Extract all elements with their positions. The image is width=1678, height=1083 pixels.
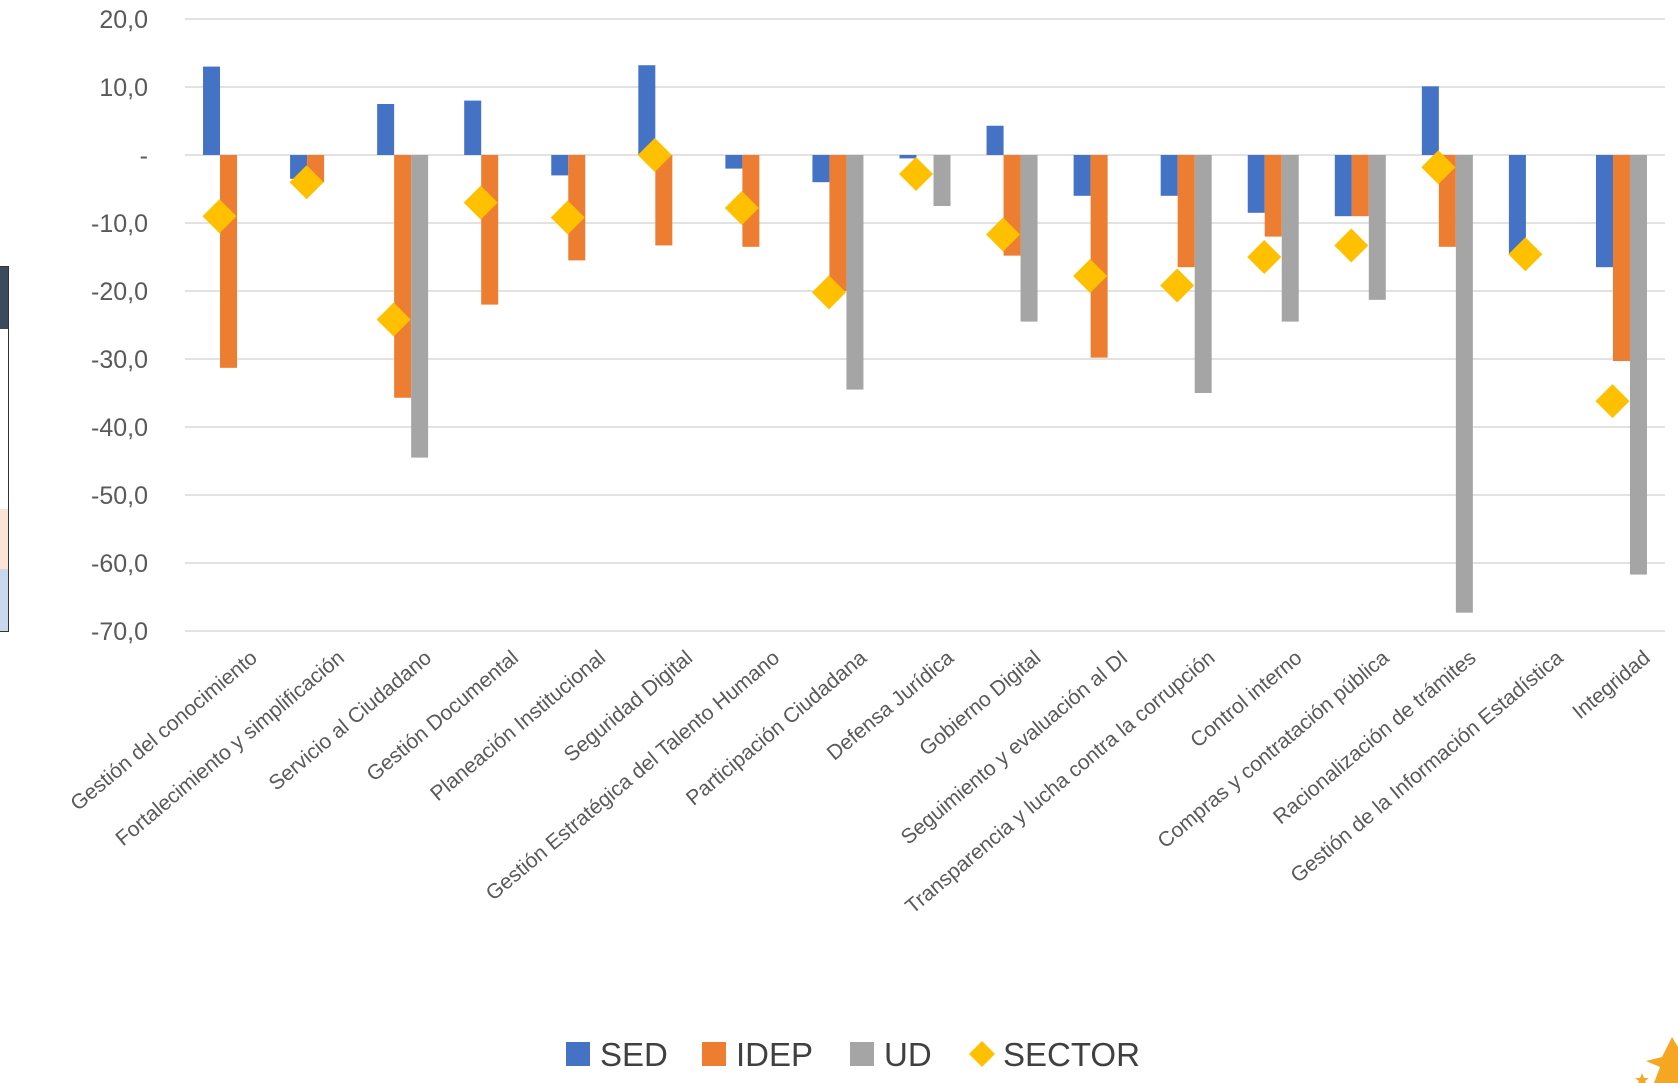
bar-idep [1351, 155, 1369, 217]
marker-sector [1595, 384, 1630, 419]
marker-sector [1073, 259, 1108, 294]
x-category-label: Participación Ciudadana [682, 646, 871, 810]
y-tick-label: -50,0 [91, 482, 148, 510]
legend-swatch-sector [969, 1041, 995, 1067]
marker-sector [289, 165, 324, 200]
marker-sector [1160, 268, 1195, 303]
bar-sed [725, 155, 743, 169]
y-tick-label: -10,0 [91, 210, 148, 238]
legend-swatch-ud [850, 1042, 874, 1066]
bar-idep [1264, 155, 1282, 237]
x-category-label: Gestión Estratégica del Talento Humano [482, 646, 784, 905]
y-tick-label: -70,0 [91, 618, 148, 646]
marker-sector [550, 200, 585, 235]
bar-sed [1073, 155, 1091, 196]
bar-sed [1421, 86, 1439, 155]
y-tick-label: -30,0 [91, 346, 148, 374]
legend-swatch-idep [702, 1042, 726, 1066]
marker-sector [463, 185, 498, 220]
marker-sector [986, 217, 1021, 252]
bar-sed [1595, 155, 1613, 268]
bar-sed [377, 104, 395, 155]
gridlines [185, 18, 1665, 632]
x-category-label: Transparencia y lucha contra la corrupci… [901, 646, 1219, 918]
legend-label: SECTOR [1003, 1036, 1140, 1073]
bar-sed [464, 100, 482, 155]
bar-idep [481, 155, 499, 305]
bar-ud [1629, 155, 1647, 575]
bar-ud [1455, 155, 1473, 613]
x-axis-categories: Gestión del conocimientoFortalecimiento … [66, 646, 1654, 918]
legend: SED IDEP UD SECTOR [566, 1036, 1140, 1073]
y-tick-label: -20,0 [91, 278, 148, 306]
bar-ud [933, 155, 951, 206]
bar-sed [1247, 155, 1265, 213]
legend-swatch-sed [566, 1042, 590, 1066]
bar-ud [1194, 155, 1212, 393]
y-tick-label: -60,0 [91, 550, 148, 578]
bar-idep [655, 155, 673, 246]
bar-idep [220, 155, 238, 368]
marker-sector [637, 138, 672, 172]
bar-sed [1508, 155, 1526, 254]
y-axis-ticks: 20,0 10,0 - -10,0 -20,0 -30,0 -40,0 -50,0 -60,0 -… [91, 6, 148, 646]
legend-label: UD [884, 1036, 932, 1073]
star-logo-icon [1635, 1037, 1678, 1083]
bar-sed [1160, 155, 1178, 196]
x-category-label: Integridad [1568, 646, 1654, 724]
x-category-label: Gestión Documental [362, 646, 523, 786]
bar-sed [812, 155, 830, 183]
bar-ud [1368, 155, 1386, 300]
bar-sed [1334, 155, 1352, 217]
y-tick-label: - [140, 142, 148, 170]
bar-ud [1281, 155, 1299, 322]
marker-sector [724, 191, 759, 226]
bar-idep [1177, 155, 1195, 268]
marker-sector [899, 157, 933, 192]
bar-sed [899, 155, 917, 159]
bar-ud [411, 155, 429, 458]
marker-sector [202, 199, 237, 234]
bar-ud [846, 155, 864, 390]
bar-idep [394, 155, 412, 398]
bar-sed [986, 125, 1004, 155]
marker-sector [376, 302, 411, 337]
bars [203, 65, 1647, 613]
x-category-label: Servicio al Ciudadano [265, 646, 436, 795]
bar-idep [568, 155, 586, 261]
marker-sector [1508, 237, 1543, 272]
bar-idep [829, 155, 847, 291]
y-tick-label: -40,0 [91, 414, 148, 442]
bar-sed [203, 66, 221, 155]
marker-sector [811, 275, 846, 310]
marker-sector [1334, 228, 1369, 263]
x-category-label: Planeación Institucional [426, 646, 610, 805]
legend-label: SED [600, 1036, 668, 1073]
y-tick-label: 10,0 [99, 74, 148, 102]
bar-ud [1020, 155, 1038, 322]
bar-sed [638, 65, 656, 155]
bar-sed [551, 155, 569, 176]
y-tick-label: 20,0 [99, 6, 148, 34]
bar-idep [1612, 155, 1630, 362]
sector-markers [202, 138, 1630, 419]
cropped-table-fragment [0, 266, 9, 632]
marker-sector [1421, 150, 1456, 185]
legend-label: IDEP [736, 1036, 813, 1073]
marker-sector [1247, 240, 1282, 274]
bar-idep [1090, 155, 1108, 358]
